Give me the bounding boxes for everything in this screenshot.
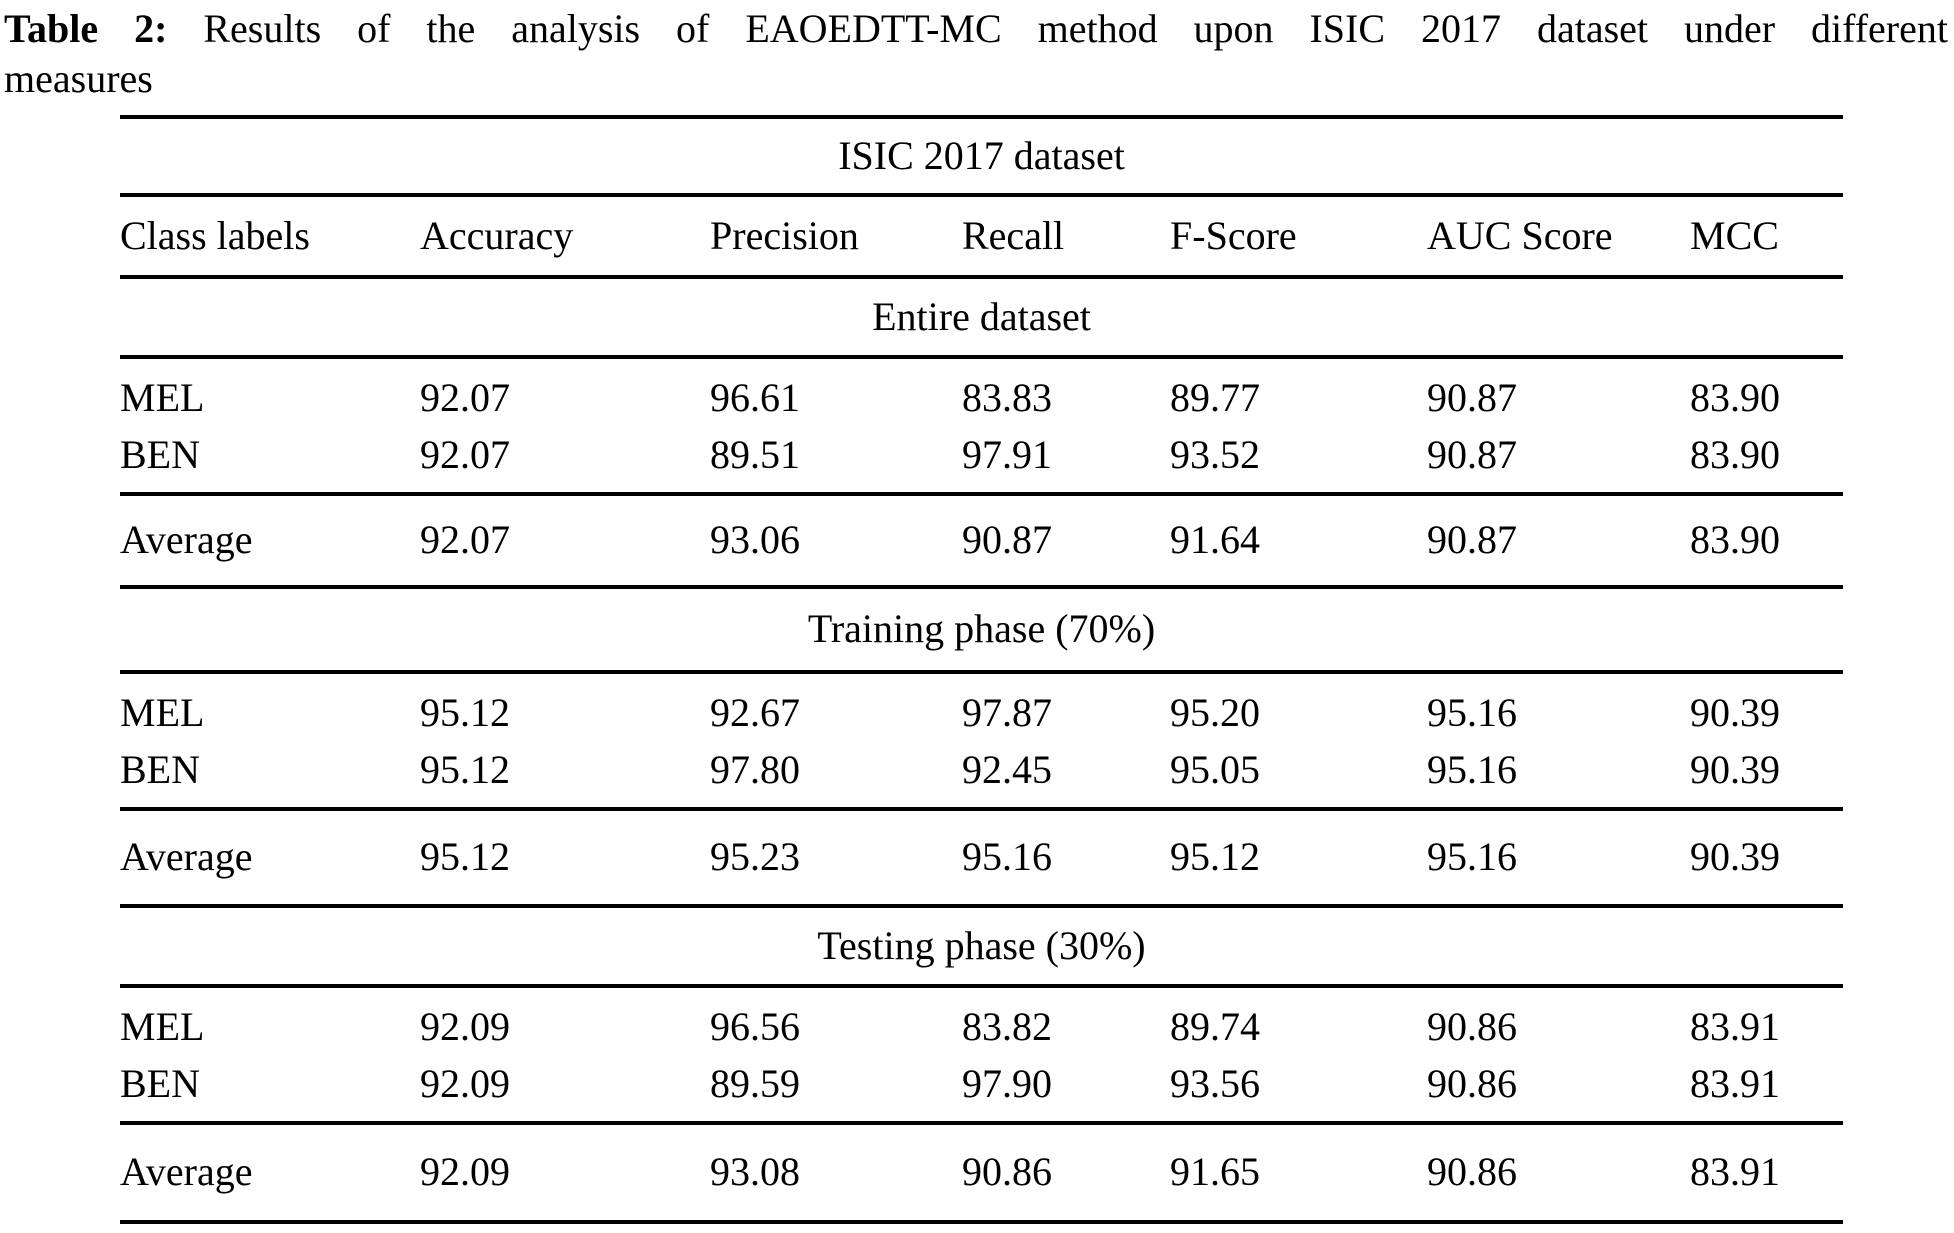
table-row-mel: MEL 95.12 92.67 97.87 95.20 95.16 90.39 xyxy=(120,684,1843,741)
results-table: ISIC 2017 dataset Class labels Accuracy … xyxy=(120,115,1843,1224)
cell: 95.12 xyxy=(420,690,510,735)
cell: 90.86 xyxy=(962,1149,1052,1194)
cell: 90.87 xyxy=(1427,517,1517,562)
cell: 90.87 xyxy=(1427,432,1517,477)
row-label: MEL xyxy=(120,1004,205,1049)
cell: 97.91 xyxy=(962,432,1052,477)
column-header-precision: Precision xyxy=(710,213,859,258)
column-header-accuracy: Accuracy xyxy=(420,213,574,258)
caption-line1: Table 2: Results of the analysis of EAOE… xyxy=(4,4,1948,54)
section-header-testing-phase: Testing phase (30%) xyxy=(120,904,1843,984)
cell: 90.86 xyxy=(1427,1061,1517,1106)
cell: 95.23 xyxy=(710,834,800,879)
cell: 95.12 xyxy=(420,834,510,879)
table-caption: Table 2: Results of the analysis of EAOE… xyxy=(0,0,1954,104)
section-header-entire-dataset: Entire dataset xyxy=(120,275,1843,355)
table-row-mel: MEL 92.09 96.56 83.82 89.74 90.86 83.91 xyxy=(120,998,1843,1055)
row-label: BEN xyxy=(120,432,200,477)
cell: 92.45 xyxy=(962,747,1052,792)
cell: 93.56 xyxy=(1170,1061,1260,1106)
column-header-f-score: F-Score xyxy=(1170,213,1297,258)
cell: 92.09 xyxy=(420,1004,510,1049)
section-header-training-phase: Training phase (70%) xyxy=(120,585,1843,670)
table-row-average: Average 92.09 93.08 90.86 91.65 90.86 83… xyxy=(120,1121,1843,1220)
cell: 95.20 xyxy=(1170,690,1260,735)
section-rows-entire-dataset: MEL 92.07 96.61 83.83 89.77 90.87 83.90 … xyxy=(120,355,1843,492)
cell: 93.52 xyxy=(1170,432,1260,477)
cell: 95.16 xyxy=(1427,834,1517,879)
cell: 90.39 xyxy=(1690,690,1780,735)
cell: 92.07 xyxy=(420,517,510,562)
section-rows-testing-phase: MEL 92.09 96.56 83.82 89.74 90.86 83.91 … xyxy=(120,984,1843,1121)
cell: 83.82 xyxy=(962,1004,1052,1049)
column-header-recall: Recall xyxy=(962,213,1065,258)
cell: 92.07 xyxy=(420,432,510,477)
cell: 92.07 xyxy=(420,375,510,420)
column-header-row: Class labels Accuracy Precision Recall F… xyxy=(120,193,1843,275)
cell: 90.87 xyxy=(962,517,1052,562)
cell: 95.16 xyxy=(962,834,1052,879)
cell: 90.87 xyxy=(1427,375,1517,420)
cell: 89.77 xyxy=(1170,375,1260,420)
cell: 90.39 xyxy=(1690,834,1780,879)
cell: 95.05 xyxy=(1170,747,1260,792)
cell: 95.12 xyxy=(1170,834,1260,879)
cell: 90.39 xyxy=(1690,747,1780,792)
cell: 90.86 xyxy=(1427,1004,1517,1049)
cell: 83.90 xyxy=(1690,517,1780,562)
cell: 92.09 xyxy=(420,1149,510,1194)
row-label: Average xyxy=(120,1149,253,1194)
table-title: ISIC 2017 dataset xyxy=(120,115,1843,193)
cell: 89.59 xyxy=(710,1061,800,1106)
caption-text: Results of the analysis of EAOEDTT-MC me… xyxy=(203,6,1948,51)
table-row-average: Average 92.07 93.06 90.87 91.64 90.87 83… xyxy=(120,492,1843,585)
cell: 93.08 xyxy=(710,1149,800,1194)
cell: 83.91 xyxy=(1690,1149,1780,1194)
cell: 97.80 xyxy=(710,747,800,792)
column-header-class-labels: Class labels xyxy=(120,213,310,258)
table-row-ben: BEN 95.12 97.80 92.45 95.05 95.16 90.39 xyxy=(120,741,1843,798)
cell: 96.61 xyxy=(710,375,800,420)
row-label: MEL xyxy=(120,690,205,735)
column-header-auc-score: AUC Score xyxy=(1427,213,1613,258)
cell: 83.91 xyxy=(1690,1061,1780,1106)
column-header-mcc: MCC xyxy=(1690,213,1779,258)
cell: 92.67 xyxy=(710,690,800,735)
cell: 95.16 xyxy=(1427,690,1517,735)
row-label: Average xyxy=(120,517,253,562)
cell: 97.87 xyxy=(962,690,1052,735)
cell: 91.64 xyxy=(1170,517,1260,562)
cell: 95.12 xyxy=(420,747,510,792)
cell: 96.56 xyxy=(710,1004,800,1049)
caption-label: Table 2: xyxy=(4,6,168,51)
cell: 91.65 xyxy=(1170,1149,1260,1194)
cell: 92.09 xyxy=(420,1061,510,1106)
cell: 83.83 xyxy=(962,375,1052,420)
table-row-mel: MEL 92.07 96.61 83.83 89.77 90.87 83.90 xyxy=(120,369,1843,426)
row-label: BEN xyxy=(120,747,200,792)
cell: 83.90 xyxy=(1690,432,1780,477)
table-row-ben: BEN 92.07 89.51 97.91 93.52 90.87 83.90 xyxy=(120,426,1843,483)
caption-line2: measures xyxy=(4,56,153,101)
section-rows-training-phase: MEL 95.12 92.67 97.87 95.20 95.16 90.39 … xyxy=(120,670,1843,807)
row-label: BEN xyxy=(120,1061,200,1106)
cell: 93.06 xyxy=(710,517,800,562)
cell: 83.90 xyxy=(1690,375,1780,420)
cell: 89.74 xyxy=(1170,1004,1260,1049)
row-label: MEL xyxy=(120,375,205,420)
cell: 97.90 xyxy=(962,1061,1052,1106)
cell: 95.16 xyxy=(1427,747,1517,792)
cell: 89.51 xyxy=(710,432,800,477)
row-label: Average xyxy=(120,834,253,879)
cell: 90.86 xyxy=(1427,1149,1517,1194)
cell: 83.91 xyxy=(1690,1004,1780,1049)
table-row-average: Average 95.12 95.23 95.16 95.12 95.16 90… xyxy=(120,807,1843,904)
table-row-ben: BEN 92.09 89.59 97.90 93.56 90.86 83.91 xyxy=(120,1055,1843,1112)
